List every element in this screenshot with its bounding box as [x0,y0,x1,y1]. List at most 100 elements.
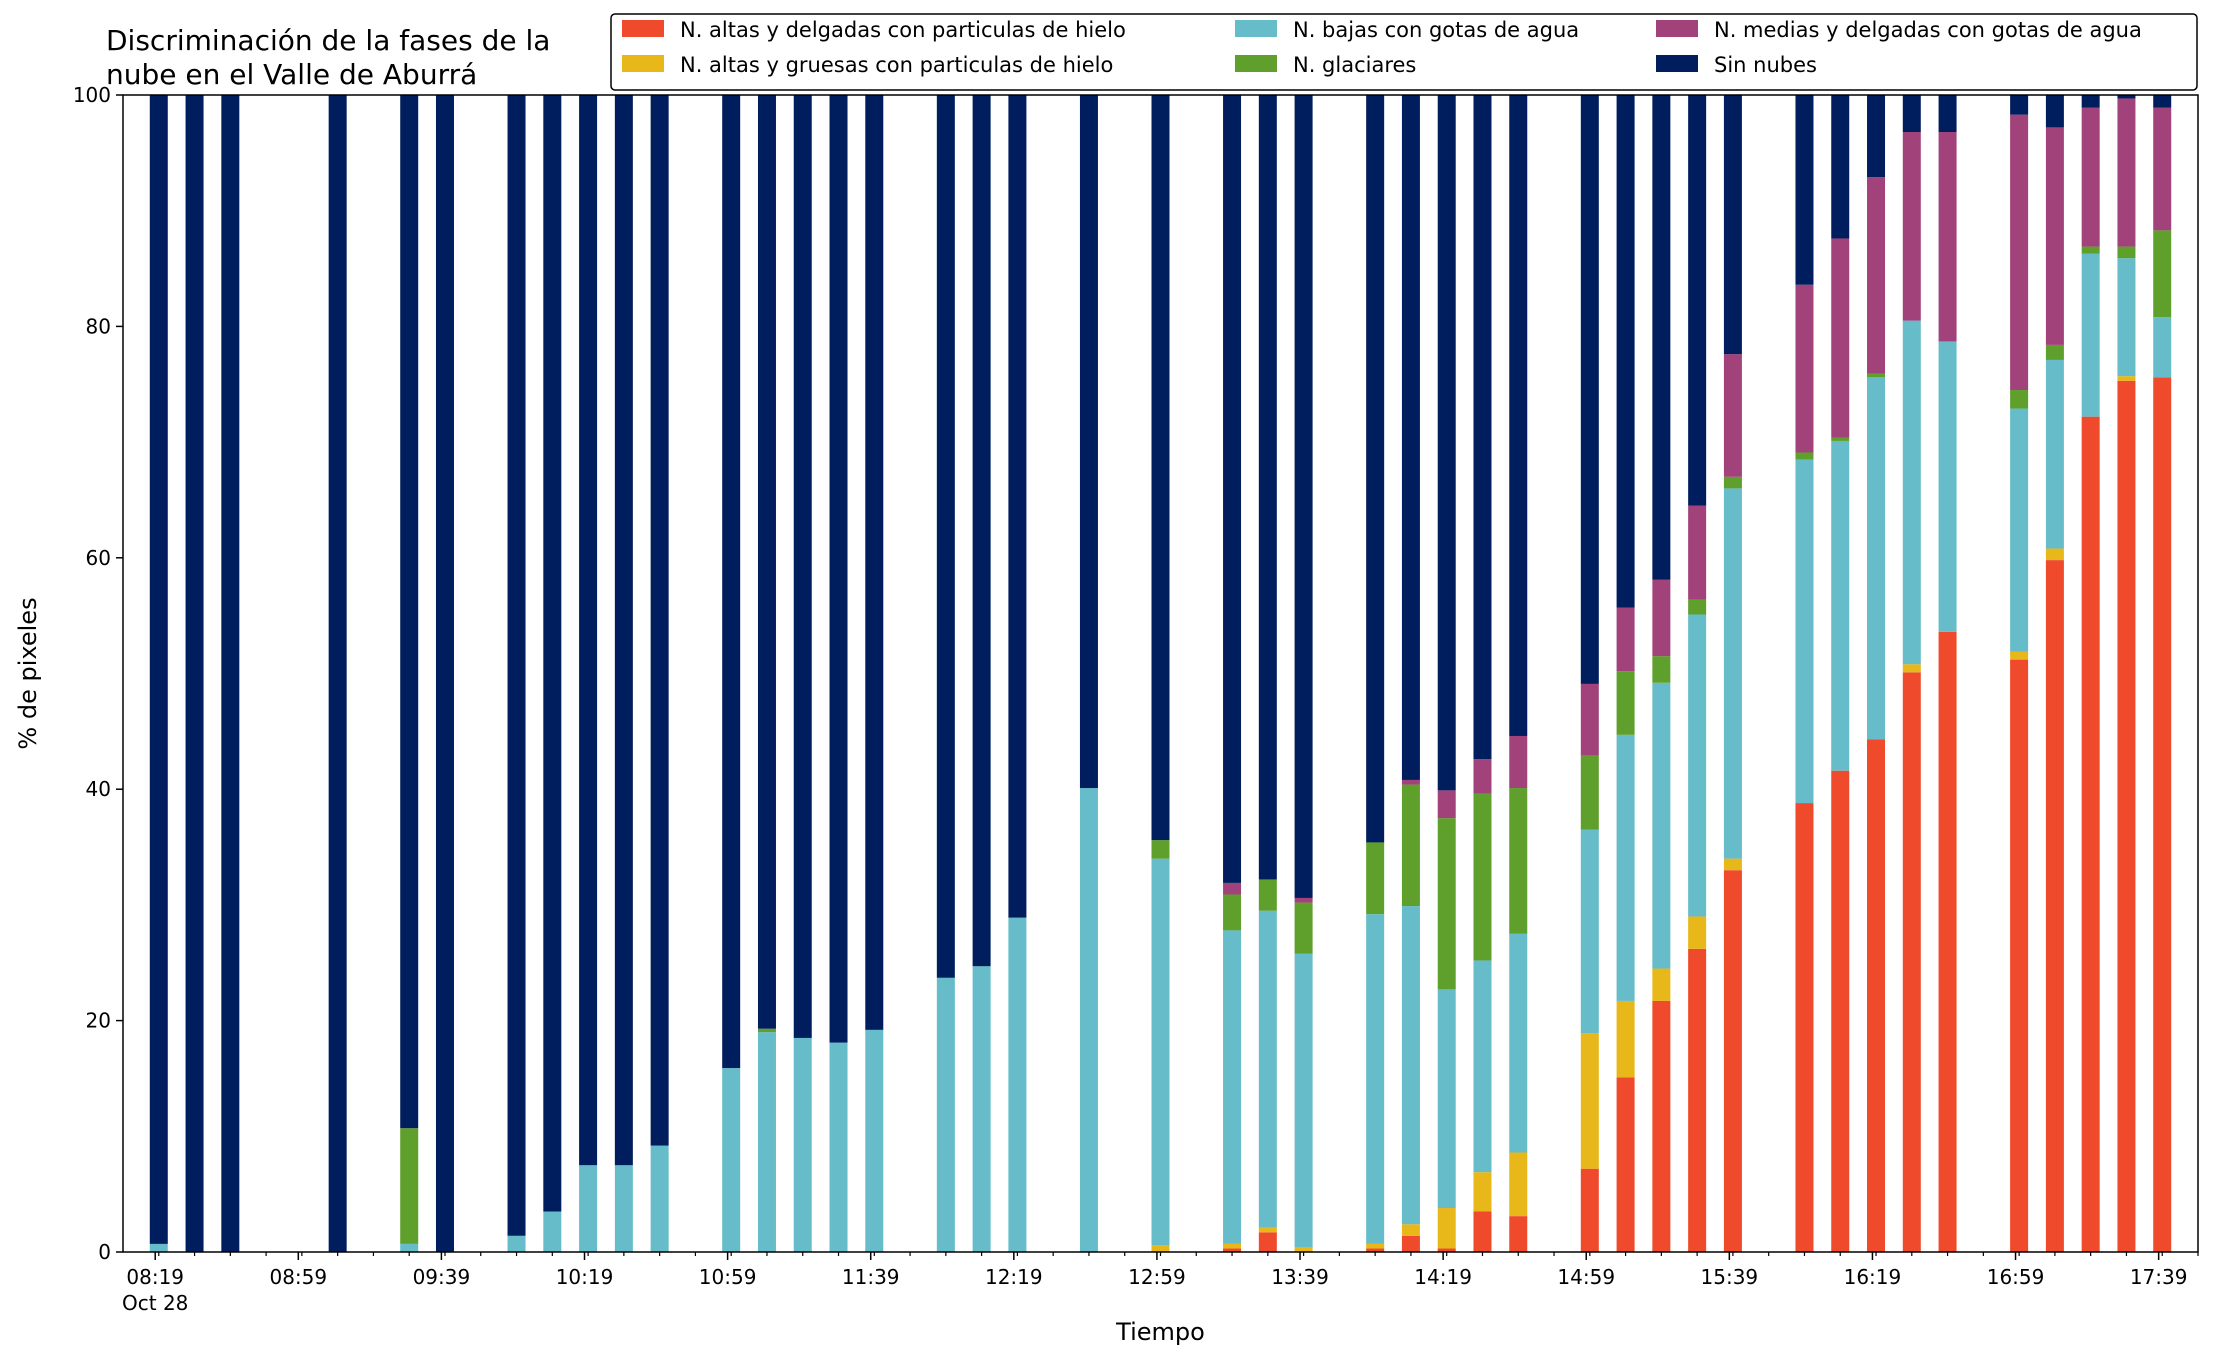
bar-segment-altas_delgadas_hielo [2010,659,2029,1252]
legend-swatch [622,55,664,72]
bar-segment-sin_nubes [1723,95,1742,355]
bar-segment-sin_nubes [1366,95,1385,843]
bar-segment-medias_agua [1401,779,1420,785]
bar-segment-bajas_agua [2045,359,2064,549]
bar-segment-sin_nubes [936,95,955,978]
bar-stack [1473,95,1492,1252]
bar-stack [1688,95,1707,1252]
bar-segment-bajas_agua [2081,253,2100,417]
bar-segment-sin_nubes [2117,95,2136,99]
bar-segment-altas_delgadas_hielo [1723,870,1742,1252]
bar-segment-glaciares [1151,840,1170,859]
bar-segment-sin_nubes [650,95,669,1146]
bar-segment-altas_delgadas_hielo [1902,672,1921,1252]
bar-segment-altas_delgadas_hielo [1652,1000,1671,1252]
bar-segment-bajas_agua [1831,440,1850,771]
bar-segment-medias_agua [1795,284,1814,453]
bar-segment-sin_nubes [1938,95,1957,133]
bar-segment-bajas_agua [936,977,955,1252]
bar-stack [1652,95,1671,1252]
bar-segment-altas_gruesas_hielo [1580,1033,1599,1169]
legend-label: N. bajas con gotas de agua [1293,18,1579,42]
bar-segment-sin_nubes [1437,95,1456,791]
bar-segment-medias_agua [1831,238,1850,438]
bar-segment-medias_agua [1902,132,1921,321]
bar-segment-sin_nubes [614,95,633,1166]
bar-segment-glaciares [1401,784,1420,907]
bar-segment-sin_nubes [149,95,168,1244]
x-axis-label: Tiempo [1115,1318,1205,1346]
bar-segment-altas_delgadas_hielo [1831,770,1850,1252]
bar-segment-altas_delgadas_hielo [1509,1216,1528,1252]
bar-stack [1366,95,1385,1252]
bar-segment-medias_agua [1616,607,1635,672]
bar-segment-bajas_agua [1795,459,1814,804]
bar-segment-bajas_agua [1938,341,1957,632]
bar-segment-sin_nubes [1795,95,1814,285]
bar-stack [543,95,562,1252]
x-tick-label: 14:59 [1557,1265,1615,1289]
bar-segment-bajas_agua [1473,960,1492,1173]
bar-segment-sin_nubes [2045,95,2064,128]
bar-segment-bajas_agua [1616,734,1635,1001]
bar-segment-sin_nubes [221,95,240,1252]
bar-segment-sin_nubes [2081,95,2100,108]
bar-segment-medias_agua [1938,132,1957,342]
bar-stack [400,95,419,1252]
bar-segment-altas_delgadas_hielo [2117,380,2136,1252]
bar-segment-glaciares [1795,452,1814,460]
bar-segment-bajas_agua [1723,488,1742,859]
bar-segment-medias_agua [1867,177,1886,374]
bar-stack [757,95,776,1252]
bar-segment-altas_gruesas_hielo [1509,1152,1528,1217]
chart-title: Discriminación de la fases de la nube en … [106,24,550,91]
legend: N. altas y delgadas con particulas de hi… [610,13,2198,91]
bar-segment-sin_nubes [543,95,562,1212]
legend-label: N. glaciares [1293,53,1416,77]
bar-segment-altas_gruesas_hielo [2117,376,2136,381]
bar-segment-altas_gruesas_hielo [1723,858,1742,871]
bar-segment-medias_agua [1652,579,1671,657]
bar-segment-sin_nubes [328,95,347,1252]
x-tick-label: 09:39 [413,1265,471,1289]
bar-segment-medias_agua [1473,759,1492,794]
bar-segment-bajas_agua [793,1037,812,1252]
bar-segment-sin_nubes [1688,95,1707,506]
bar-segment-altas_gruesas_hielo [1401,1224,1420,1236]
bar-stack [793,95,812,1252]
bar-stack [1294,95,1313,1252]
bar-segment-glaciares [1366,842,1385,915]
bar-stack [185,95,204,1252]
y-tick-label: 20 [86,1009,111,1033]
bar-segment-bajas_agua [2117,258,2136,377]
bar-segment-altas_delgadas_hielo [2045,560,2064,1252]
legend-swatch [1656,20,1698,37]
bar-segment-altas_gruesas_hielo [1652,968,1671,1001]
bar-segment-medias_agua [2117,98,2136,247]
x-tick-label: 10:59 [699,1265,757,1289]
bar-segment-bajas_agua [650,1145,669,1252]
legend-swatch [1235,55,1277,72]
bar-stack [1008,95,1027,1252]
bar-segment-sin_nubes [1831,95,1850,239]
bar-stack [1401,95,1420,1252]
bar-stack [1151,95,1170,1252]
bar-segment-bajas_agua [1401,906,1420,1225]
bar-stack [614,95,633,1252]
bar-segment-bajas_agua [1580,829,1599,1034]
legend-swatch [1656,55,1698,72]
y-tick-label: 60 [86,546,111,570]
bar-segment-bajas_agua [543,1211,562,1252]
bar-segment-sin_nubes [1008,95,1027,918]
bar-segment-medias_agua [1294,897,1313,903]
bar-segment-glaciares [1473,793,1492,961]
bars-layer [149,95,2172,1252]
bar-segment-bajas_agua [1652,682,1671,969]
bar-segment-medias_agua [1580,683,1599,756]
bar-segment-sin_nubes [1473,95,1492,760]
bar-segment-medias_agua [2045,127,2064,345]
bar-segment-sin_nubes [1867,95,1886,178]
